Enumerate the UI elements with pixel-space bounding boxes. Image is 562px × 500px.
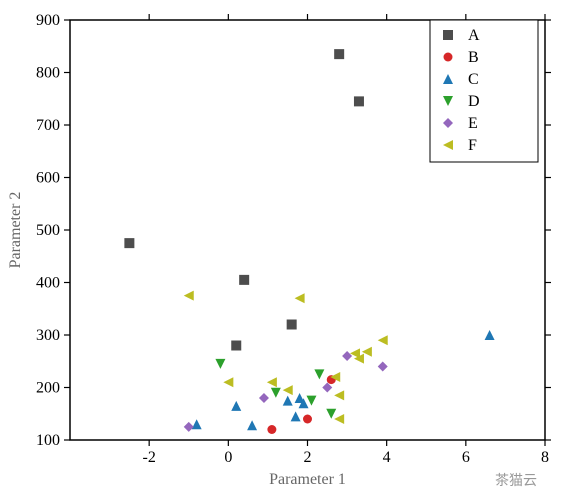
point-C — [283, 396, 293, 406]
x-tick-label: 8 — [541, 449, 549, 466]
point-A — [231, 341, 241, 351]
point-F — [334, 390, 344, 400]
point-A — [354, 96, 364, 106]
point-E — [259, 393, 269, 403]
legend-marker-A — [443, 30, 453, 40]
point-D — [215, 359, 225, 369]
point-C — [192, 419, 202, 429]
point-F — [295, 293, 305, 303]
legend-label-D: D — [468, 93, 480, 110]
point-C — [247, 420, 257, 430]
point-C — [485, 330, 495, 340]
point-A — [287, 320, 297, 330]
y-tick-label: 400 — [36, 275, 60, 292]
point-C — [291, 411, 301, 421]
point-E — [378, 362, 388, 372]
y-tick-label: 200 — [36, 380, 60, 397]
legend-label-E: E — [468, 115, 478, 132]
point-D — [314, 369, 324, 379]
point-A — [124, 238, 134, 248]
point-D — [326, 409, 336, 419]
point-C — [231, 401, 241, 411]
y-tick-label: 800 — [36, 65, 60, 82]
y-tick-label: 100 — [36, 432, 60, 449]
legend-marker-B — [444, 53, 453, 62]
point-B — [303, 415, 312, 424]
y-tick-label: 500 — [36, 222, 60, 239]
point-E — [342, 351, 352, 361]
point-F — [378, 335, 388, 345]
legend-label-F: F — [468, 137, 477, 154]
y-tick-label: 600 — [36, 170, 60, 187]
point-E — [184, 422, 194, 432]
legend-box — [430, 20, 538, 162]
point-A — [239, 275, 249, 285]
point-D — [306, 396, 316, 406]
legend-label-C: C — [468, 71, 479, 88]
y-tick-label: 700 — [36, 117, 60, 134]
point-F — [267, 377, 277, 387]
legend-label-A: A — [468, 27, 480, 44]
legend-label-B: B — [468, 49, 479, 66]
y-axis-label: Parameter 2 — [7, 192, 24, 269]
y-tick-label: 900 — [36, 12, 60, 29]
scatter-chart: -2 0 2 4 6 8 100 200 300 400 500 600 700 800 900 Parame… — [0, 0, 562, 500]
x-tick-label: 4 — [383, 449, 391, 466]
point-A — [334, 49, 344, 59]
watermark: 茶猫云 — [495, 470, 537, 490]
point-F — [283, 385, 293, 395]
point-F — [184, 291, 194, 301]
point-F — [334, 414, 344, 424]
point-B — [267, 425, 276, 434]
x-tick-label: -2 — [143, 449, 156, 466]
y-tick-label: 300 — [36, 327, 60, 344]
x-tick-label: 0 — [224, 449, 232, 466]
chart-svg: -2 0 2 4 6 8 100 200 300 400 500 600 700 800 900 Parame… — [0, 0, 562, 500]
x-axis-label: Parameter 1 — [269, 471, 346, 488]
series-A — [124, 49, 364, 350]
x-tick-label: 2 — [304, 449, 312, 466]
point-F — [223, 377, 233, 387]
point-D — [271, 388, 281, 398]
x-tick-label: 6 — [462, 449, 470, 466]
